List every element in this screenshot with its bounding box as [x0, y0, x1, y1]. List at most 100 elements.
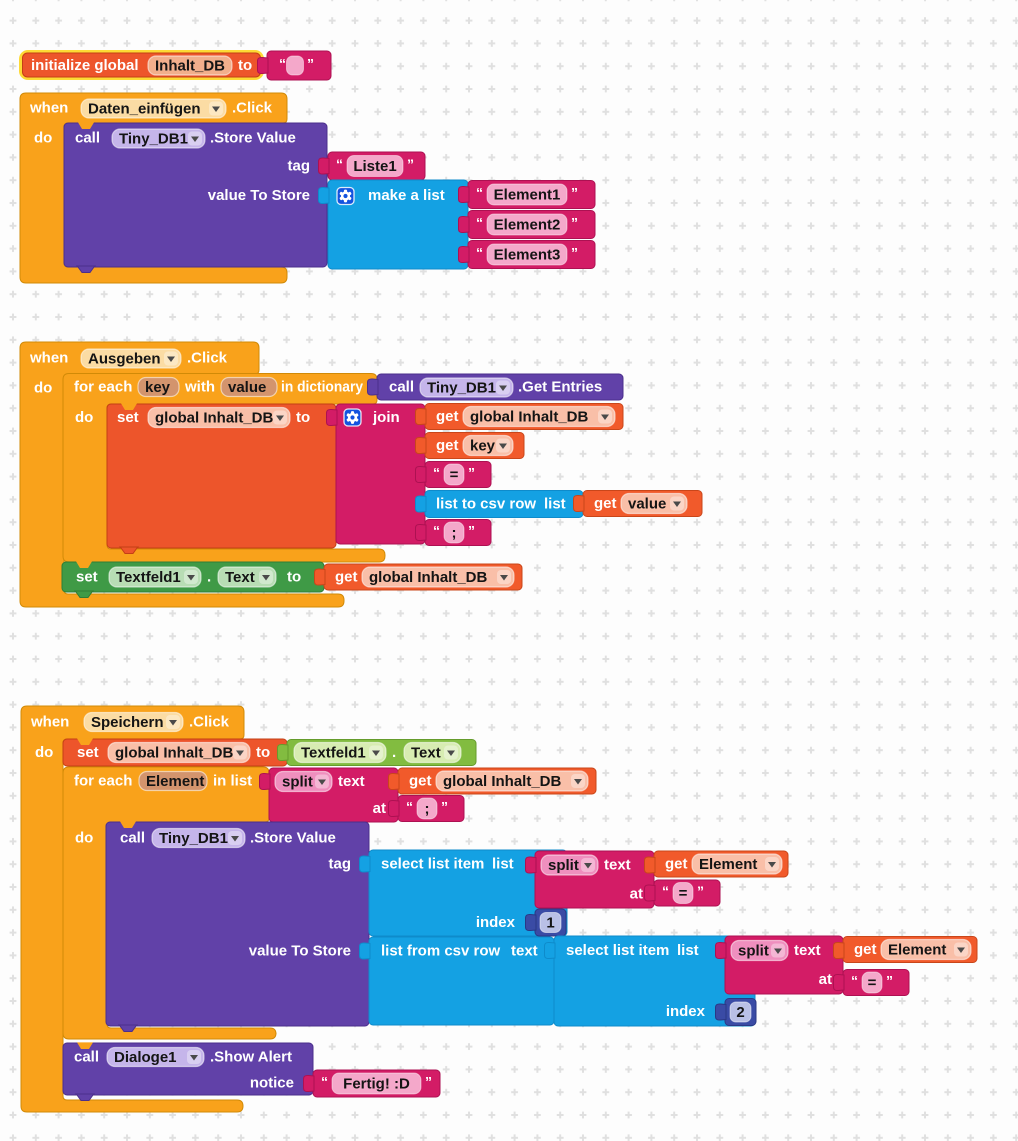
svg-text:at: at — [373, 800, 386, 817]
svg-text:=: = — [868, 975, 877, 992]
svg-text:text: text — [604, 857, 631, 874]
svg-text:.Click: .Click — [189, 714, 230, 731]
svg-text:when: when — [30, 714, 69, 731]
svg-text:set: set — [117, 409, 139, 426]
svg-text:”: ” — [425, 1074, 432, 1090]
svg-text:notice: notice — [250, 1075, 294, 1092]
svg-text:list: list — [677, 942, 699, 959]
svg-text:“: “ — [433, 523, 440, 539]
svg-text:list: list — [544, 496, 566, 513]
svg-text:for each: for each — [74, 379, 132, 396]
svg-text:Element3: Element3 — [494, 247, 561, 264]
svg-text:global Inhalt_DB: global Inhalt_DB — [443, 773, 562, 790]
svg-text:list from csv row: list from csv row — [381, 943, 501, 960]
svg-text:”: ” — [571, 245, 578, 261]
svg-text:do: do — [75, 409, 93, 426]
svg-text:to: to — [296, 409, 310, 426]
svg-text:call: call — [74, 1049, 99, 1066]
svg-text:.Store Value: .Store Value — [210, 130, 296, 147]
svg-text:.Click: .Click — [232, 100, 273, 117]
svg-text:text: text — [338, 773, 365, 790]
svg-text:value To Store: value To Store — [208, 187, 310, 204]
svg-text:tag: tag — [288, 158, 311, 175]
svg-text:when: when — [29, 350, 68, 367]
svg-text:2: 2 — [736, 1004, 744, 1021]
svg-text:global Inhalt_DB: global Inhalt_DB — [115, 745, 234, 762]
svg-text:initialize global: initialize global — [31, 57, 139, 74]
svg-text:“: “ — [851, 973, 858, 989]
svg-text:“: “ — [476, 215, 483, 231]
svg-text:Inhalt_DB: Inhalt_DB — [155, 58, 225, 75]
svg-text:Tiny_DB1: Tiny_DB1 — [159, 830, 228, 847]
svg-text:“: “ — [476, 245, 483, 261]
svg-text:get: get — [335, 569, 358, 586]
svg-text:Element: Element — [146, 773, 204, 790]
svg-text:at: at — [630, 886, 643, 903]
svg-text:”: ” — [407, 156, 414, 172]
svg-text:get: get — [594, 495, 617, 512]
svg-text:at: at — [819, 971, 832, 988]
svg-text:.Store Value: .Store Value — [250, 830, 336, 847]
svg-text:index: index — [666, 1003, 706, 1020]
svg-text:get: get — [436, 408, 459, 425]
svg-text:key: key — [145, 379, 171, 396]
svg-text:”: ” — [307, 56, 314, 72]
svg-text:set: set — [77, 744, 99, 761]
svg-text:Element: Element — [699, 856, 757, 873]
svg-text:“: “ — [336, 156, 343, 172]
svg-text:call: call — [389, 379, 414, 396]
svg-text:.Show Alert: .Show Alert — [210, 1049, 292, 1066]
svg-text:=: = — [679, 885, 688, 902]
svg-text:Ausgeben: Ausgeben — [88, 351, 161, 368]
svg-text:Speichern: Speichern — [91, 714, 164, 731]
svg-text:Tiny_DB1: Tiny_DB1 — [119, 131, 188, 148]
svg-text:for each: for each — [74, 773, 132, 790]
svg-text:join: join — [372, 409, 400, 426]
svg-text:key: key — [470, 438, 496, 455]
svg-text:get: get — [436, 437, 459, 454]
svg-text:.Click: .Click — [187, 350, 228, 367]
svg-text:split: split — [548, 857, 579, 874]
svg-text:“: “ — [279, 56, 286, 72]
svg-text:”: ” — [468, 465, 475, 481]
svg-text:Textfeld1: Textfeld1 — [116, 569, 181, 586]
svg-text:do: do — [34, 380, 52, 397]
svg-text:Liste1: Liste1 — [353, 158, 396, 175]
svg-text:Element1: Element1 — [494, 187, 561, 204]
svg-text:;: ; — [425, 801, 430, 818]
svg-text:list: list — [492, 856, 514, 873]
svg-text:.: . — [207, 569, 211, 586]
svg-text:call: call — [75, 130, 100, 147]
svg-text:select list item: select list item — [566, 942, 669, 959]
svg-text:Textfeld1: Textfeld1 — [301, 745, 366, 762]
svg-text:“: “ — [321, 1074, 328, 1090]
svg-text:do: do — [35, 744, 53, 761]
svg-text:to: to — [238, 57, 252, 74]
svg-text:value: value — [228, 379, 266, 396]
svg-text:in dictionary: in dictionary — [281, 379, 364, 396]
svg-text:Text: Text — [411, 745, 441, 762]
svg-text:when: when — [29, 100, 68, 117]
svg-text:Text: Text — [225, 569, 255, 586]
svg-text:Element: Element — [888, 942, 946, 959]
svg-text:set: set — [76, 569, 98, 586]
svg-text:“: “ — [662, 883, 669, 899]
svg-text:”: ” — [571, 215, 578, 231]
svg-text:Dialoge1: Dialoge1 — [114, 1049, 177, 1066]
svg-text:do: do — [75, 830, 93, 847]
svg-text:”: ” — [886, 973, 893, 989]
svg-text:“: “ — [476, 185, 483, 201]
svg-text:“: “ — [433, 465, 440, 481]
svg-text:”: ” — [441, 799, 448, 815]
svg-text:Tiny_DB1: Tiny_DB1 — [427, 380, 496, 397]
svg-text:global Inhalt_DB: global Inhalt_DB — [470, 409, 589, 426]
svg-text:do: do — [34, 130, 52, 147]
svg-text:in list: in list — [213, 773, 252, 790]
svg-text:text: text — [794, 942, 821, 959]
svg-text:with: with — [184, 379, 215, 396]
svg-text:get: get — [409, 773, 432, 790]
svg-text:.Get Entries: .Get Entries — [518, 379, 602, 396]
svg-text:split: split — [282, 774, 313, 791]
svg-text:split: split — [738, 943, 769, 960]
svg-text:call: call — [120, 830, 145, 847]
